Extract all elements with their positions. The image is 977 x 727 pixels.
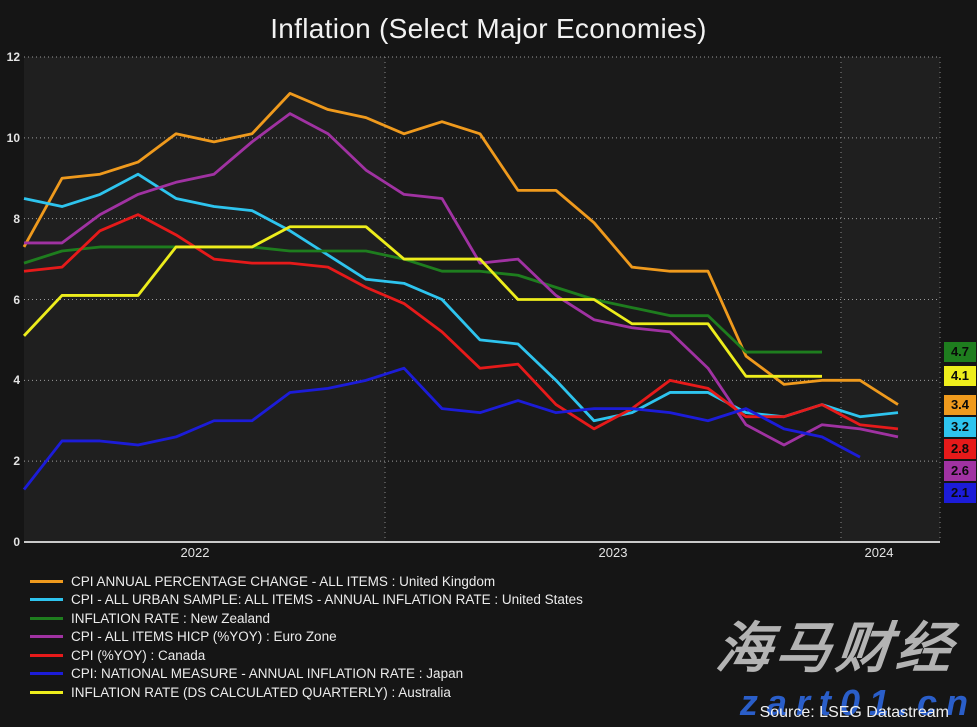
legend-item-canada: CPI (%YOY) : Canada bbox=[30, 646, 583, 665]
x-axis-year-label: 2024 bbox=[864, 545, 894, 560]
legend-item-label: CPI (%YOY) : Canada bbox=[71, 647, 206, 663]
end-value-badge-new-zealand: 4.7 bbox=[944, 342, 976, 363]
series-line-united-kingdom bbox=[22, 91, 899, 406]
legend-item-united-states: CPI - ALL URBAN SAMPLE: ALL ITEMS - ANNU… bbox=[30, 591, 583, 610]
end-value-badge-canada: 2.8 bbox=[944, 438, 976, 459]
chart-plot-area bbox=[22, 56, 941, 543]
legend-swatch bbox=[30, 672, 63, 676]
watermark-url: zart01.cn bbox=[739, 682, 977, 723]
legend-swatch bbox=[30, 598, 63, 602]
series-line-canada bbox=[23, 213, 899, 431]
legend-item-label: INFLATION RATE (DS CALCULATED QUARTERLY)… bbox=[71, 684, 451, 700]
watermark-brand: 海马财经 bbox=[713, 617, 960, 679]
legend-swatch bbox=[30, 635, 63, 639]
legend-item-label: CPI: NATIONAL MEASURE - ANNUAL INFLATION… bbox=[71, 666, 464, 682]
series-line-japan bbox=[22, 366, 861, 491]
y-axis-tick-label: 10 bbox=[6, 130, 20, 145]
source-credit: Source: LSEG Datastream bbox=[759, 704, 949, 721]
chart-legend: CPI ANNUAL PERCENTAGE CHANGE - ALL ITEMS… bbox=[30, 572, 583, 702]
y-axis-tick-label: 8 bbox=[13, 211, 20, 226]
y-axis-tick-label: 4 bbox=[13, 373, 20, 388]
end-value-badge-australia: 4.1 bbox=[944, 366, 976, 387]
x-axis-year-label: 2022 bbox=[180, 545, 210, 560]
x-axis-year-label: 2023 bbox=[598, 545, 628, 560]
legend-item-label: INFLATION RATE : New Zealand bbox=[71, 610, 271, 626]
legend-swatch bbox=[30, 616, 63, 620]
legend-item-label: CPI - ALL ITEMS HICP (%YOY) : Euro Zone bbox=[71, 629, 337, 645]
legend-item-new-zealand: INFLATION RATE : New Zealand bbox=[30, 609, 583, 628]
legend-item-euro-zone: CPI - ALL ITEMS HICP (%YOY) : Euro Zone bbox=[30, 628, 583, 647]
year-band bbox=[841, 57, 940, 542]
legend-item-japan: CPI: NATIONAL MEASURE - ANNUAL INFLATION… bbox=[30, 665, 583, 684]
chart-title: Inflation (Select Major Economies) bbox=[270, 13, 707, 44]
y-axis-tick-label: 6 bbox=[13, 292, 20, 307]
legend-item-label: CPI ANNUAL PERCENTAGE CHANGE - ALL ITEMS… bbox=[71, 573, 496, 589]
end-value-badge-united-kingdom: 3.4 bbox=[944, 394, 976, 415]
legend-item-label: CPI - ALL URBAN SAMPLE: ALL ITEMS - ANNU… bbox=[71, 592, 583, 608]
legend-item-united-kingdom: CPI ANNUAL PERCENTAGE CHANGE - ALL ITEMS… bbox=[30, 572, 583, 591]
y-axis-tick-label: 0 bbox=[13, 535, 20, 549]
y-axis-tick-label: 2 bbox=[13, 454, 20, 469]
series-line-australia bbox=[22, 225, 822, 378]
y-axis-tick-label: 12 bbox=[6, 50, 20, 64]
end-value-badge-euro-zone: 2.6 bbox=[944, 460, 976, 481]
legend-item-australia: INFLATION RATE (DS CALCULATED QUARTERLY)… bbox=[30, 683, 583, 702]
series-line-new-zealand bbox=[23, 245, 822, 354]
legend-swatch bbox=[30, 579, 63, 583]
legend-swatch bbox=[30, 690, 63, 694]
end-value-badge-united-states: 3.2 bbox=[944, 416, 976, 437]
series-line-euro-zone bbox=[24, 112, 899, 447]
legend-swatch bbox=[30, 653, 63, 657]
end-value-badge-japan: 2.1 bbox=[944, 482, 976, 503]
